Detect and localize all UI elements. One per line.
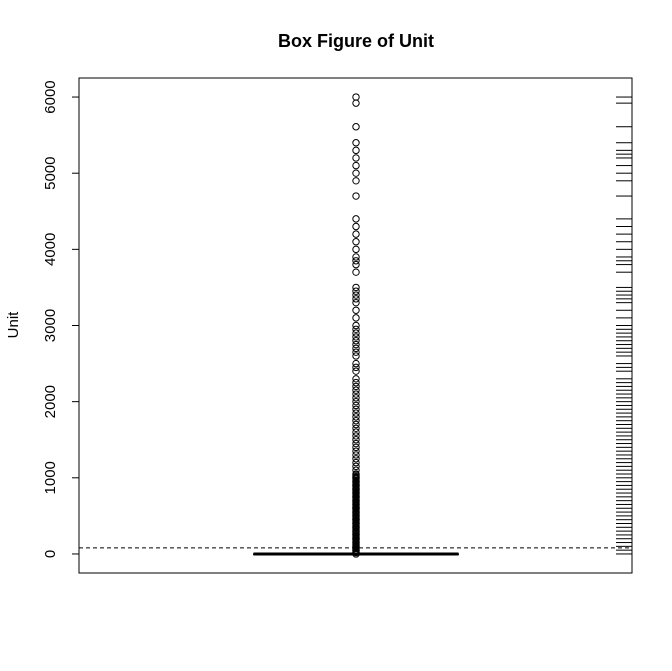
outlier-point xyxy=(352,378,360,387)
outlier-point xyxy=(352,394,360,402)
outlier-point xyxy=(352,367,360,375)
outlier-points xyxy=(352,93,360,558)
chart-title: Box Figure of Unit xyxy=(278,31,434,51)
outlier-point xyxy=(352,416,360,425)
outlier-point xyxy=(352,344,360,353)
outlier-point xyxy=(352,359,360,368)
outlier-point xyxy=(352,169,360,177)
outlier-point xyxy=(352,260,360,269)
outlier-point xyxy=(352,375,360,383)
outlier-point xyxy=(352,447,360,455)
outlier-point xyxy=(352,363,360,372)
outlier-point xyxy=(352,462,360,471)
outlier-point xyxy=(352,397,360,406)
outlier-point xyxy=(352,386,360,394)
outlier-point xyxy=(352,455,360,463)
y-tick-label: 1000 xyxy=(42,461,59,494)
outlier-point xyxy=(352,432,360,440)
outlier-point xyxy=(352,268,360,276)
outlier-point xyxy=(352,192,360,200)
y-tick-label: 5000 xyxy=(42,157,59,190)
outlier-point xyxy=(352,333,360,341)
outlier-point xyxy=(352,291,360,299)
outlier-point xyxy=(352,405,360,413)
outlier-point xyxy=(352,253,360,261)
outlier-point xyxy=(352,348,360,356)
outlier-point xyxy=(352,439,360,448)
outlier-point xyxy=(352,436,360,444)
outlier-point xyxy=(352,295,360,303)
outlier-point xyxy=(352,99,360,107)
outlier-point xyxy=(352,409,360,417)
outlier-point xyxy=(352,245,360,254)
outlier-point xyxy=(352,123,360,131)
outlier-point xyxy=(352,215,360,223)
outlier-point xyxy=(352,93,360,101)
outlier-point xyxy=(352,337,360,345)
outlier-point xyxy=(352,298,360,307)
outlier-point xyxy=(352,222,360,231)
outlier-point xyxy=(352,154,360,162)
y-tick-label: 4000 xyxy=(42,233,59,266)
outlier-point xyxy=(352,238,360,246)
outlier-point xyxy=(352,443,360,452)
outlier-point xyxy=(352,283,360,292)
outlier-point xyxy=(352,287,360,295)
outlier-point xyxy=(352,458,360,467)
outlier-point xyxy=(352,314,360,322)
outlier-point xyxy=(352,161,360,170)
outlier-point xyxy=(352,321,360,330)
y-tick-label: 0 xyxy=(42,550,59,558)
y-axis-label: Unit xyxy=(5,311,22,339)
outlier-point xyxy=(352,413,360,421)
y-tick-label: 3000 xyxy=(42,309,59,342)
outlier-point xyxy=(352,325,360,334)
outlier-point xyxy=(352,466,360,474)
outlier-point xyxy=(352,451,360,459)
y-tick-label: 6000 xyxy=(42,80,59,113)
outlier-point xyxy=(352,230,360,238)
outlier-point xyxy=(352,329,360,337)
outlier-point xyxy=(352,340,360,349)
outlier-point xyxy=(352,428,360,436)
outlier-point xyxy=(352,146,360,155)
outlier-point xyxy=(352,390,360,398)
outlier-point xyxy=(352,401,360,410)
outlier-point xyxy=(352,306,360,314)
outlier-point xyxy=(352,139,360,147)
outlier-point xyxy=(352,257,360,265)
outlier-point xyxy=(352,382,360,391)
outlier-point xyxy=(352,424,360,433)
outlier-point xyxy=(352,352,360,360)
y-tick-label: 2000 xyxy=(42,385,59,418)
outlier-point xyxy=(352,177,360,185)
rug-marks xyxy=(616,96,632,555)
outlier-point xyxy=(352,420,360,429)
outlier-point xyxy=(352,470,360,479)
y-axis: 0 1000 2000 3000 4000 5000 6000 xyxy=(42,80,80,558)
